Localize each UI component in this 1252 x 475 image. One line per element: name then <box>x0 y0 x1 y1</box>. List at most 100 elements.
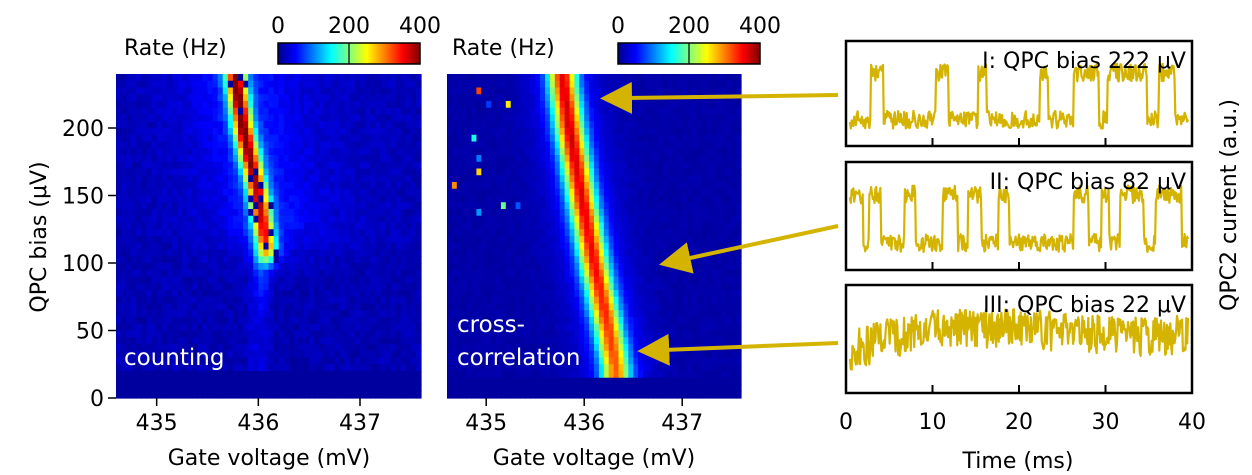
heatmap-cell <box>549 303 556 311</box>
heatmap-cell <box>608 229 615 237</box>
heatmap-cell <box>212 323 219 332</box>
heatmap-cell <box>217 317 224 325</box>
heatmap-cell <box>273 384 280 392</box>
heatmap-cell <box>701 101 708 109</box>
heatmap-cell <box>273 175 280 183</box>
heatmap-cell <box>525 296 531 305</box>
heatmap-cell <box>141 269 148 278</box>
heatmap-cell <box>227 337 234 345</box>
heatmap-cell <box>253 148 259 156</box>
heatmap-cell <box>618 215 624 224</box>
heatmap-cell <box>344 168 351 176</box>
heatmap-cell <box>385 161 392 170</box>
heatmap-cell <box>569 290 575 298</box>
heatmap-cell <box>299 263 305 271</box>
heatmap-cell <box>324 101 331 109</box>
heatmap-cell <box>569 202 575 210</box>
heatmap-cell <box>344 87 351 95</box>
heatmap-cell <box>288 317 295 325</box>
heatmap-cell <box>564 74 571 82</box>
heatmap-cell <box>268 94 275 102</box>
heatmap-cell <box>212 317 219 325</box>
heatmap-cell <box>677 242 683 251</box>
heatmap-cell <box>304 350 310 359</box>
heatmap-cell <box>643 87 649 95</box>
heatmap-cell <box>324 168 331 176</box>
heatmap-cell <box>677 296 683 305</box>
heatmap-cell <box>126 182 132 190</box>
heatmap-cell <box>726 134 732 143</box>
heatmap-cell <box>131 188 137 197</box>
heatmap-cell <box>584 182 590 190</box>
heatmap-cell <box>657 215 664 224</box>
heatmap-cell <box>243 134 249 143</box>
heatmap-cell <box>278 236 285 244</box>
heatmap-cell <box>202 310 209 318</box>
heatmap-cell <box>227 87 234 95</box>
heatmap-cell <box>380 296 387 305</box>
heatmap-cell <box>505 121 512 129</box>
heatmap-cell <box>329 256 336 264</box>
heatmap-cell <box>628 114 634 122</box>
heatmap-cell <box>579 87 585 95</box>
heatmap-cell <box>496 80 502 89</box>
heatmap-cell <box>400 175 407 183</box>
heatmap-cell <box>598 168 605 176</box>
heatmap-cell <box>238 182 244 190</box>
heatmap-cell <box>349 121 356 129</box>
heatmap-cell <box>370 87 376 95</box>
heatmap-cell <box>187 290 193 298</box>
heatmap-cell <box>589 290 595 298</box>
heatmap-cell <box>146 242 153 251</box>
heatmap-cell <box>136 350 143 359</box>
heatmap-cell <box>304 80 310 89</box>
heatmap-cell <box>525 188 531 197</box>
heatmap-cell <box>652 121 659 129</box>
heatmap-cell <box>253 134 259 143</box>
heatmap-cell <box>476 202 482 210</box>
heatmap-cell <box>471 74 477 82</box>
heatmap-cell <box>365 209 371 217</box>
heatmap-cell <box>510 242 517 251</box>
heatmap-cell <box>314 236 320 244</box>
heatmap-cell <box>334 215 341 224</box>
heatmap-cell <box>232 229 239 237</box>
heatmap-cell <box>131 377 137 386</box>
heatmap-cell <box>354 209 361 217</box>
heatmap-cell <box>711 215 718 224</box>
heatmap-cell <box>232 290 239 298</box>
heatmap-cell <box>258 121 265 129</box>
heatmap-cell <box>171 377 178 386</box>
heatmap-cell <box>304 269 310 278</box>
heatmap-cell <box>283 87 290 95</box>
heatmap-cell <box>156 236 163 244</box>
heatmap-cell <box>491 80 497 89</box>
heatmap-cell <box>569 283 575 291</box>
heatmap-cell <box>253 384 259 392</box>
heatmap-cell <box>192 269 198 278</box>
heatmap-cell <box>623 229 629 237</box>
heatmap-cell <box>248 134 254 143</box>
heatmap-cell <box>131 209 137 217</box>
heatmap-cell <box>177 94 183 102</box>
heatmap-cell <box>618 195 624 203</box>
heatmap-cell <box>151 323 158 332</box>
heatmap-cell <box>711 222 718 230</box>
heatmap-cell <box>334 323 341 332</box>
heatmap-cell <box>486 134 492 143</box>
heatmap-cell <box>222 215 229 224</box>
heatmap-cell <box>344 310 351 318</box>
heatmap-cell <box>182 296 188 305</box>
heatmap-cell <box>589 87 595 95</box>
heatmap-cell <box>309 357 315 365</box>
heatmap-cell <box>171 101 178 109</box>
heatmap-cell <box>248 344 254 352</box>
heatmap-cell <box>354 371 361 379</box>
heatmap-cell <box>349 229 356 237</box>
heatmap-cell <box>299 357 305 365</box>
heatmap-cell <box>243 195 249 203</box>
heatmap-cell <box>405 134 412 143</box>
heatmap-cell <box>166 384 173 392</box>
heatmap-cell <box>405 290 412 298</box>
heatmap-cell <box>263 391 270 399</box>
